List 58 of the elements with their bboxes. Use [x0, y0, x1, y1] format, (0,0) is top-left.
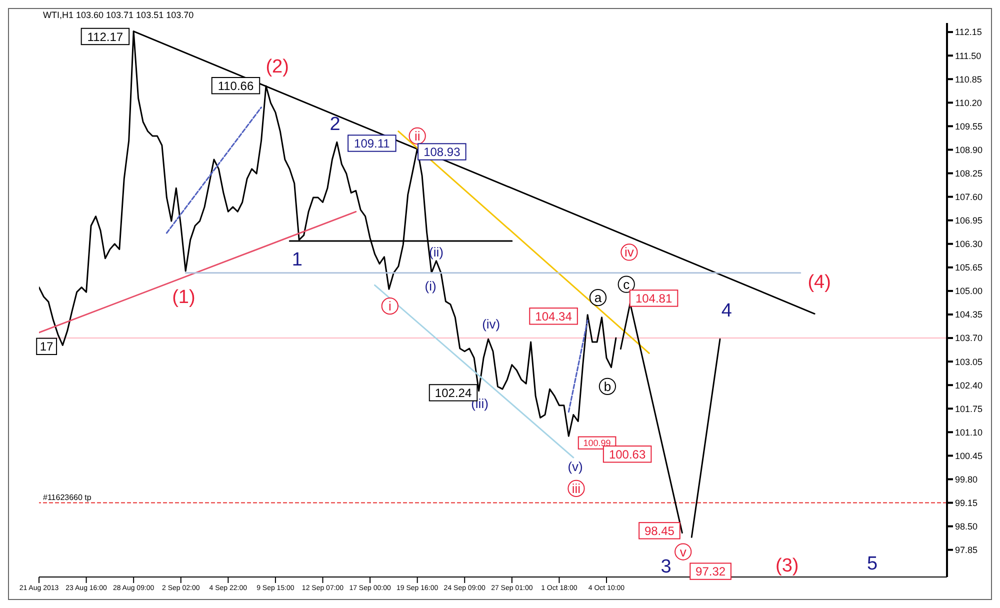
y-tick-label: 108.25 [955, 168, 983, 178]
annotation: (3) [776, 555, 799, 576]
y-tick-label: 98.50 [955, 522, 978, 532]
y-tick-label: 99.15 [955, 498, 978, 508]
annotation: 5 [866, 554, 878, 575]
annotation: 110.66 [218, 78, 254, 93]
y-tick-label: 105.65 [955, 262, 983, 273]
y-tick-label: 105.00 [955, 286, 983, 296]
annotation: 17 [40, 340, 54, 354]
annotation: 2 [330, 114, 340, 136]
annotation: iii [572, 480, 581, 496]
annotation: c [623, 276, 630, 292]
annotation: 97.32 [696, 564, 726, 579]
y-tick-label: 107.60 [955, 192, 983, 202]
ref-line-label: #11623660 tp [43, 492, 92, 502]
annotation: 100.99 [583, 438, 611, 448]
annotation: 98.45 [644, 524, 675, 538]
y-tick-label: 111.50 [955, 50, 982, 61]
annotation: (iv) [482, 316, 500, 332]
annotation: 102.24 [434, 386, 472, 400]
annotation: (2) [266, 56, 289, 78]
annotation: 112.17 [87, 30, 124, 44]
y-tick-label: 101.10 [955, 427, 983, 438]
annotation: 4 [721, 300, 732, 322]
annotation: 3 [660, 556, 672, 578]
y-tick-label: 103.05 [955, 356, 983, 367]
annotation: 104.81 [635, 292, 672, 306]
annotation: iv [624, 244, 634, 260]
y-tick-label: 112.15 [955, 27, 982, 38]
annotation: 104.34 [535, 309, 572, 324]
annotation: 1 [292, 249, 302, 270]
annotation: (4) [808, 272, 831, 293]
annotation: (ii) [429, 244, 444, 260]
annotation: (v) [568, 459, 583, 474]
y-tick-label: 104.35 [955, 310, 983, 320]
y-tick-label: 101.75 [955, 404, 983, 414]
annotation: ii [414, 128, 420, 144]
annotation: (1) [172, 287, 196, 308]
annotation: i [388, 298, 392, 314]
annotation: 100.63 [608, 447, 646, 462]
annotation: a [594, 290, 602, 306]
y-tick-label: 97.85 [955, 545, 978, 556]
y-tick-label: 99.80 [955, 474, 978, 484]
annotation: 109.11 [354, 136, 390, 151]
chart-title: WTI,H1 103.60 103.71 103.51 103.70 [43, 10, 194, 20]
annotation: v [680, 544, 687, 560]
y-tick-label: 110.20 [955, 98, 982, 108]
y-tick-label: 103.70 [955, 333, 983, 344]
y-tick-label: 110.85 [955, 74, 982, 84]
y-tick-label: 108.90 [955, 144, 983, 155]
y-tick-label: 100.45 [955, 450, 983, 461]
annotation: 108.93 [424, 145, 461, 160]
y-tick-label: 106.30 [955, 239, 983, 250]
annotation: b [604, 378, 612, 394]
y-tick-label: 106.95 [955, 216, 983, 226]
annotation: (i) [424, 278, 436, 294]
y-tick-label: 102.40 [955, 380, 983, 390]
y-tick-label: 109.55 [955, 121, 983, 132]
